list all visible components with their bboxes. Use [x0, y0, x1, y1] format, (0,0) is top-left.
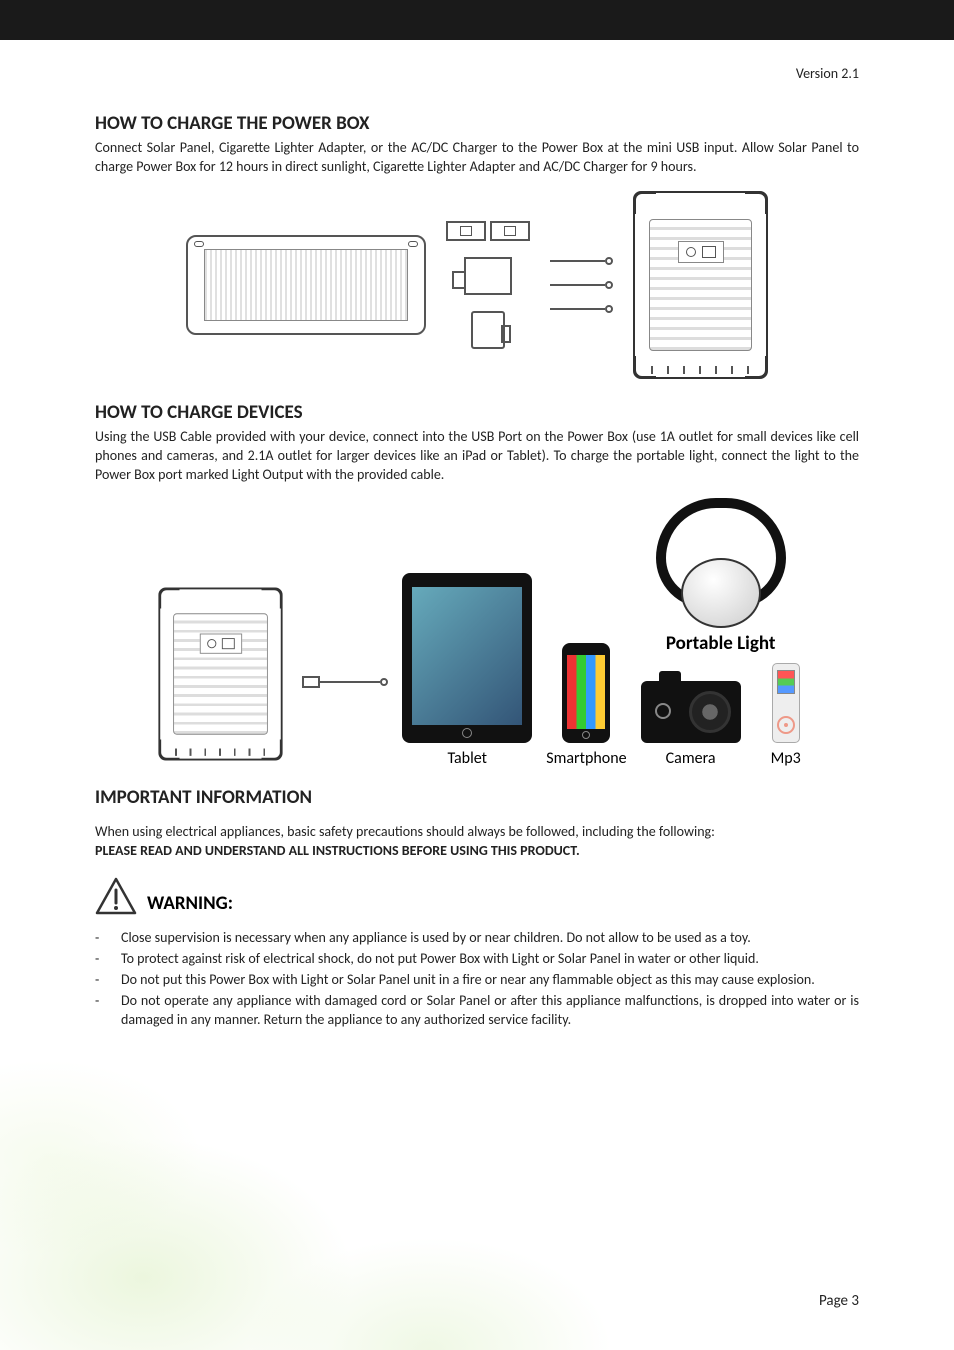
page-content: Version 2.1 HOW TO CHARGE THE POWER BOX …	[0, 40, 954, 1030]
power-box-icon	[633, 191, 768, 379]
cable-icon	[302, 676, 388, 688]
solar-panel-icon	[186, 235, 426, 335]
devices-diagram: Tablet Smartphone Portable Light Camera …	[95, 498, 859, 768]
page-footer: Page 3	[819, 1292, 859, 1310]
warning-label: WARNING:	[147, 892, 233, 915]
section1-body: Connect Solar Panel, Cigarette Lighter A…	[95, 139, 859, 177]
warning-triangle-icon	[95, 877, 137, 915]
warning-heading: WARNING:	[95, 877, 859, 915]
warning-list: Close supervision is necessary when any …	[95, 929, 859, 1029]
smartphone-device: Smartphone	[546, 643, 626, 768]
section3-intro: When using electrical appliances, basic …	[95, 823, 859, 842]
mp3-label: Mp3	[771, 749, 801, 768]
tablet-label: Tablet	[447, 749, 487, 768]
smartphone-label: Smartphone	[546, 749, 626, 768]
version-label: Version 2.1	[95, 65, 859, 82]
portable-light-label: Portable Light	[666, 632, 776, 655]
charging-diagram	[95, 191, 859, 379]
list-item: To protect against risk of electrical sh…	[121, 950, 859, 969]
connector-stack	[446, 221, 530, 349]
wall-plug-icon	[471, 311, 505, 349]
section2-title: HOW TO CHARGE DEVICES	[95, 401, 859, 424]
list-item: Close supervision is necessary when any …	[121, 929, 859, 948]
tablet-device: Tablet	[402, 573, 532, 768]
usb-plug-icon	[446, 221, 486, 241]
portable-light-icon	[646, 498, 796, 628]
portable-light-group: Portable Light Camera Mp3	[641, 498, 801, 768]
top-bar	[0, 0, 954, 40]
mp3-device: Mp3	[771, 663, 801, 768]
usb-plug-icon	[490, 221, 530, 241]
list-item: Do not put this Power Box with Light or …	[121, 971, 859, 990]
power-box-icon	[159, 588, 283, 761]
camera-label: Camera	[666, 749, 716, 768]
list-item: Do not operate any appliance with damage…	[121, 992, 859, 1030]
car-adapter-icon	[464, 257, 512, 295]
arrow-stack	[550, 257, 613, 313]
camera-device: Camera	[641, 681, 741, 768]
section1-title: HOW TO CHARGE THE POWER BOX	[95, 112, 859, 135]
section3-title: IMPORTANT INFORMATION	[95, 786, 859, 809]
section3-bold: PLEASE READ AND UNDERSTAND ALL INSTRUCTI…	[95, 842, 859, 861]
section2-body: Using the USB Cable provided with your d…	[95, 428, 859, 485]
